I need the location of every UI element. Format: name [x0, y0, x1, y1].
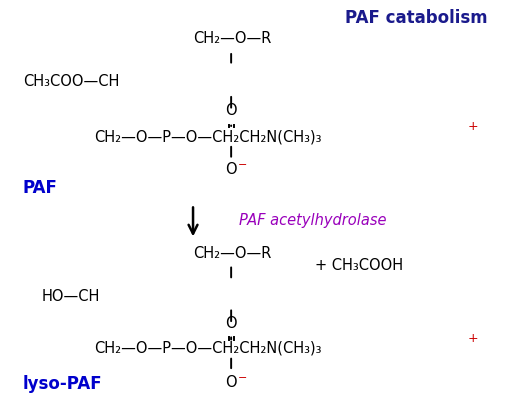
- Text: O: O: [226, 375, 237, 390]
- Text: O: O: [226, 103, 237, 118]
- Text: HO—CH: HO—CH: [42, 289, 100, 304]
- Text: +: +: [467, 332, 478, 345]
- Text: CH₃COO—CH: CH₃COO—CH: [23, 74, 119, 89]
- Text: −: −: [238, 160, 247, 170]
- Text: lyso-PAF: lyso-PAF: [23, 375, 103, 393]
- Text: PAF acetylhydrolase: PAF acetylhydrolase: [239, 213, 386, 228]
- Text: PAF catabolism: PAF catabolism: [345, 9, 488, 27]
- Text: CH₂—O—P—O—CH₂CH₂N(CH₃)₃: CH₂—O—P—O—CH₂CH₂N(CH₃)₃: [94, 130, 322, 144]
- Text: PAF: PAF: [23, 179, 58, 197]
- Text: + CH₃COOH: + CH₃COOH: [315, 258, 403, 273]
- Text: CH₂—O—R: CH₂—O—R: [193, 246, 271, 261]
- Text: −: −: [238, 373, 247, 382]
- Text: CH₂—O—R: CH₂—O—R: [193, 31, 271, 46]
- Text: O: O: [226, 316, 237, 330]
- Text: CH₂—O—P—O—CH₂CH₂N(CH₃)₃: CH₂—O—P—O—CH₂CH₂N(CH₃)₃: [94, 341, 322, 356]
- Text: O: O: [226, 162, 237, 177]
- Text: +: +: [467, 120, 478, 133]
